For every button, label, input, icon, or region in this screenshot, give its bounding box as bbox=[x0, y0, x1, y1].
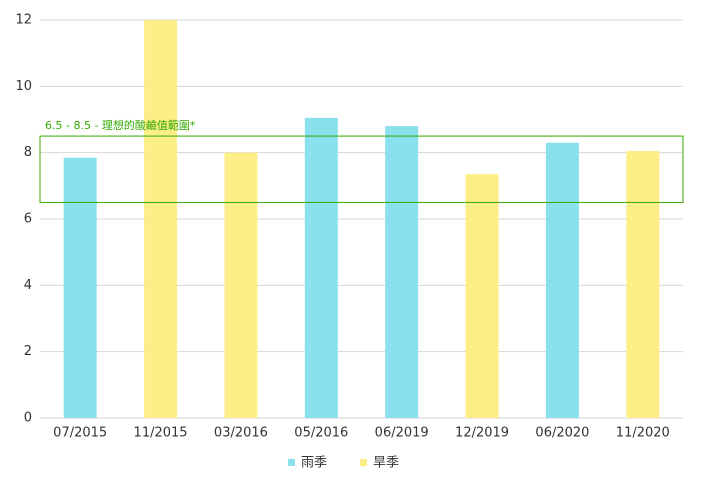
bar bbox=[63, 157, 97, 418]
x-tick-label: 03/2016 bbox=[214, 426, 268, 441]
legend-swatch bbox=[360, 459, 367, 466]
x-tick-label: 05/2016 bbox=[294, 426, 348, 441]
x-tick-label: 06/2020 bbox=[535, 426, 589, 441]
y-tick-label: 12 bbox=[15, 13, 32, 28]
x-tick-label: 11/2015 bbox=[134, 426, 188, 441]
bar bbox=[304, 117, 338, 418]
x-tick-label: 11/2020 bbox=[616, 426, 670, 441]
bar bbox=[385, 126, 419, 418]
bar bbox=[465, 174, 499, 418]
legend-label: 雨季 bbox=[301, 456, 327, 471]
x-tick-label: 06/2019 bbox=[375, 426, 429, 441]
bar bbox=[626, 151, 660, 418]
bar bbox=[545, 142, 579, 418]
band-label: 6.5 - 8.5 - 理想的酸鹼值範圍* bbox=[45, 118, 196, 132]
y-tick-label: 4 bbox=[24, 278, 32, 293]
y-tick-label: 8 bbox=[24, 145, 32, 160]
x-tick-label: 07/2015 bbox=[53, 426, 107, 441]
y-tick-label: 6 bbox=[24, 212, 32, 227]
y-tick-label: 2 bbox=[24, 344, 32, 359]
y-tick-label: 0 bbox=[24, 411, 32, 426]
reference-band bbox=[39, 135, 684, 203]
x-tick-label: 12/2019 bbox=[455, 426, 509, 441]
bar bbox=[224, 152, 258, 418]
y-tick-label: 10 bbox=[15, 79, 32, 94]
legend-label: 旱季 bbox=[373, 456, 399, 471]
legend-swatch bbox=[288, 459, 295, 466]
bar bbox=[144, 20, 178, 418]
